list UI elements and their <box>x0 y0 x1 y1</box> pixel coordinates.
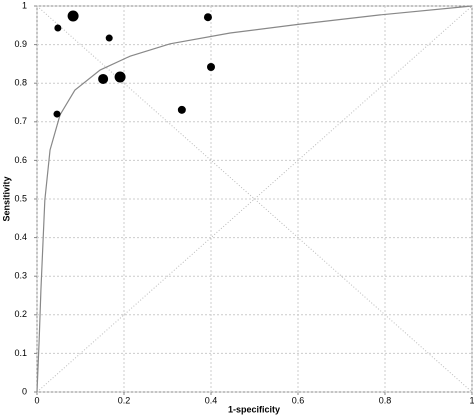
x-tick-label: 1 <box>469 395 474 405</box>
x-axis-title: 1-specificity <box>228 404 280 414</box>
study-point <box>203 13 212 22</box>
y-tick-label: 0.6 <box>14 155 27 165</box>
diagonal <box>36 5 473 393</box>
y-axis-title: Sensitivity <box>1 176 11 221</box>
study-point <box>67 10 79 22</box>
x-tick-label: 0.4 <box>205 395 218 405</box>
study-point <box>207 62 215 71</box>
x-tick-label: 0.8 <box>379 395 392 405</box>
y-tick-label: 0.8 <box>14 78 27 88</box>
y-tick-label: 0.1 <box>14 348 27 358</box>
y-tick-label: 0.3 <box>14 271 27 281</box>
study-point <box>177 105 186 114</box>
study-point <box>98 73 109 84</box>
y-tick-label: 0 <box>22 386 27 396</box>
x-tick-label: 0 <box>34 395 39 405</box>
study-point <box>114 71 126 83</box>
study-point <box>54 24 62 32</box>
study-point <box>53 110 61 118</box>
study-point <box>105 34 113 42</box>
x-tick-label: 0.6 <box>292 395 305 405</box>
y-tick-label: 0.9 <box>14 39 27 49</box>
diagonal <box>36 5 473 393</box>
y-tick-label: 0.4 <box>14 232 27 242</box>
x-tick-label: 0.2 <box>118 395 131 405</box>
y-tick-label: 0.7 <box>14 116 27 126</box>
y-tick-label: 0.2 <box>14 309 27 319</box>
sroc-curve <box>36 5 473 393</box>
y-tick-label: 1 <box>22 0 27 10</box>
y-tick-label: 0.5 <box>14 193 27 203</box>
